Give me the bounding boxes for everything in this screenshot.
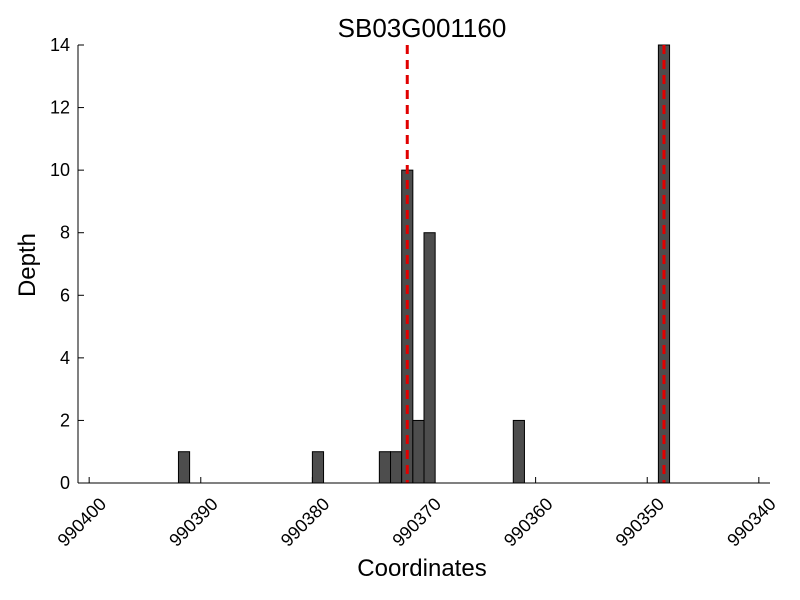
y-tick-label-4: 8 [60,223,70,243]
y-tick-label-7: 14 [50,35,70,55]
y-axis-title: Depth [14,233,41,297]
x-tick-label-2: 990380 [277,494,334,551]
x-tick-label-1: 990390 [165,494,222,551]
x-tick-label-4: 990360 [500,494,557,551]
x-tick-label-5: 990350 [612,494,669,551]
y-tick-label-1: 2 [60,410,70,430]
x-axis-title: Coordinates [357,555,486,582]
bars-group [177,44,671,484]
y-tick-label-2: 4 [60,348,70,368]
y-tick-label-0: 0 [60,473,70,493]
x-tick-label-0: 990400 [54,494,111,551]
bar-3 [390,451,403,484]
bar-6 [423,232,436,484]
bar-2 [378,451,392,484]
bar-5 [412,419,425,484]
reference-lines-group [405,45,666,483]
y-tick-label-5: 10 [50,160,70,180]
y-tick-label-3: 6 [60,285,70,305]
x-tick-label-3: 990370 [388,494,445,551]
y-tick-label-6: 12 [50,98,70,118]
chart-title: SB03G001160 [338,13,507,43]
x-tick-label-6: 990340 [723,494,780,551]
bar-7 [512,419,525,484]
bar-1 [311,451,325,484]
bar-0 [177,451,191,484]
